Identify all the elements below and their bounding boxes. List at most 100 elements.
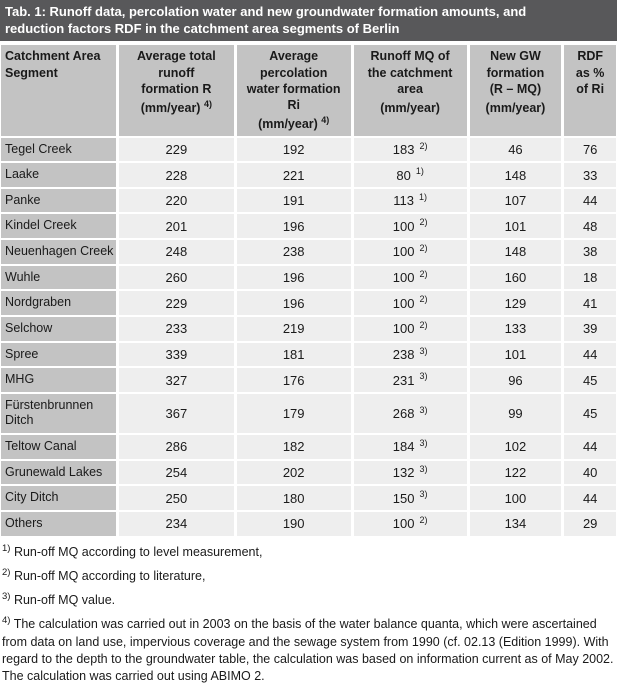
new-gw-value: 148 (504, 167, 527, 183)
column-header-label: RDF as % of Ri (575, 49, 605, 96)
rdf-value: 44 (582, 346, 598, 362)
runoff-mq-value: 100 (392, 270, 415, 285)
segment-name-cell: Neuenhagen Creek (0, 238, 120, 266)
rdf-cell: 40 (561, 458, 617, 487)
rdf-value: 48 (582, 218, 598, 234)
runoff-mq-value: 184 (392, 439, 415, 455)
runoff-mq-cell: 231 3) (350, 366, 470, 394)
new-gw-value: 101 (504, 218, 527, 234)
footnote-marker: 2) (419, 140, 428, 151)
new-gw-value: 122 (504, 465, 527, 480)
runoff-r-value: 367 (165, 405, 188, 421)
column-header-label: Catchment Area Segment (5, 49, 101, 80)
rdf-value: 29 (582, 516, 598, 532)
rdf-cell: 45 (561, 366, 617, 394)
footnote-text: Run-off MQ value. (13, 593, 116, 608)
footnotes: 1) Run-off MQ according to level measure… (0, 542, 617, 698)
new-gw-cell: 101 (466, 340, 565, 369)
runoff-r-value: 339 (165, 346, 188, 362)
runoff-r-value: 248 (165, 244, 188, 260)
table-row: Nordgraben 229 196 100 2) 129 41 (0, 289, 617, 317)
runoff-mq-value: 100 (392, 244, 415, 260)
runoff-r-value: 327 (165, 372, 188, 388)
footnote-1: 1) Run-off MQ according to level measure… (2, 542, 614, 561)
percolation-ri-value: 182 (282, 439, 305, 455)
new-gw-cell: 102 (466, 433, 565, 461)
segment-name: Tegel Creek (5, 141, 72, 156)
new-gw-value: 134 (504, 516, 527, 532)
segment-name: Nordgraben (5, 295, 72, 310)
runoff-mq-cell: 100 2) (350, 289, 470, 317)
percolation-ri-value: 179 (282, 405, 305, 421)
runoff-mq-value: 100 (392, 516, 415, 532)
rdf-cell: 33 (561, 161, 617, 189)
runoff-mq-cell: 132 3) (350, 458, 470, 487)
table-row: Fürstenbrunnen Ditch 367 179 268 3) 99 45 (0, 391, 617, 436)
footnote-marker: 1) (418, 191, 427, 202)
percolation-ri-cell: 221 (233, 161, 354, 189)
percolation-ri-cell: 179 (233, 391, 354, 436)
segment-name-cell: Grunewald Lakes (0, 458, 120, 487)
column-header-unit: (mm/year) 4) (258, 115, 330, 132)
segment-name: Selchow (5, 320, 53, 335)
footnote-marker: 1) (415, 166, 424, 177)
column-header-label: New GW formation (R – MQ) (486, 49, 545, 96)
table-row: Kindel Creek 201 196 100 2) 101 48 (0, 212, 617, 241)
footnote-marker: 1) (2, 542, 11, 554)
runoff-r-value: 254 (165, 465, 188, 480)
percolation-ri-value: 219 (282, 321, 305, 337)
new-gw-value: 107 (504, 193, 527, 209)
percolation-ri-value: 192 (282, 141, 305, 157)
runoff-r-value: 234 (165, 516, 188, 532)
runoff-mq-cell: 113 1) (350, 186, 470, 215)
footnote-marker: 3) (419, 463, 428, 474)
segment-name-cell: City Ditch (0, 484, 120, 512)
rdf-value: 39 (582, 321, 598, 337)
runoff-mq-cell: 80 1) (350, 161, 470, 189)
segment-name: Others (5, 515, 43, 530)
percolation-ri-value: 191 (282, 193, 305, 209)
runoff-r-value: 220 (165, 193, 188, 209)
rdf-value: 44 (582, 193, 598, 209)
runoff-mq-cell: 268 3) (350, 391, 470, 436)
table-row: Others 234 190 100 2) 134 29 (0, 509, 617, 538)
percolation-ri-cell: 190 (233, 509, 354, 538)
runoff-mq-value: 100 (392, 295, 415, 311)
new-gw-cell: 122 (466, 458, 565, 487)
footnote-marker: 3) (419, 438, 428, 449)
column-header-label: Runoff MQ of the catchment area (367, 49, 453, 96)
runoff-r-cell: 234 (116, 509, 237, 538)
new-gw-cell: 101 (466, 212, 565, 241)
column-header-unit: (mm/year) (485, 101, 546, 116)
runoff-mq-cell: 150 3) (350, 484, 470, 512)
new-gw-cell: 148 (466, 161, 565, 189)
rdf-value: 40 (582, 465, 598, 480)
runoff-r-cell: 229 (116, 289, 237, 317)
rdf-cell: 38 (561, 238, 617, 266)
segment-name-cell: Tegel Creek (0, 135, 120, 164)
rdf-value: 18 (582, 270, 598, 285)
footnote-marker: 2) (419, 243, 428, 254)
runoff-r-value: 229 (165, 295, 188, 311)
new-gw-cell: 160 (466, 263, 565, 292)
segment-name: Fürstenbrunnen Ditch (5, 397, 94, 428)
segment-name: MHG (5, 372, 35, 387)
runoff-mq-cell: 100 2) (350, 263, 470, 292)
new-gw-value: 133 (504, 321, 527, 337)
percolation-ri-cell: 181 (233, 340, 354, 369)
new-gw-cell: 129 (466, 289, 565, 317)
rdf-cell: 76 (561, 135, 617, 164)
table-row: Wuhle 260 196 100 2) 160 18 (0, 263, 617, 292)
new-gw-cell: 107 (466, 186, 565, 215)
runoff-r-cell: 339 (116, 340, 237, 369)
rdf-cell: 41 (561, 289, 617, 317)
rdf-value: 45 (582, 405, 598, 421)
new-gw-value: 46 (508, 141, 523, 157)
runoff-r-cell: 367 (116, 391, 237, 436)
runoff-mq-value: 80 (396, 167, 411, 183)
percolation-ri-value: 176 (282, 372, 305, 388)
column-header-rdf: RDF as % of Ri (561, 43, 617, 138)
runoff-r-value: 260 (165, 270, 188, 285)
runoff-r-value: 228 (165, 167, 188, 183)
